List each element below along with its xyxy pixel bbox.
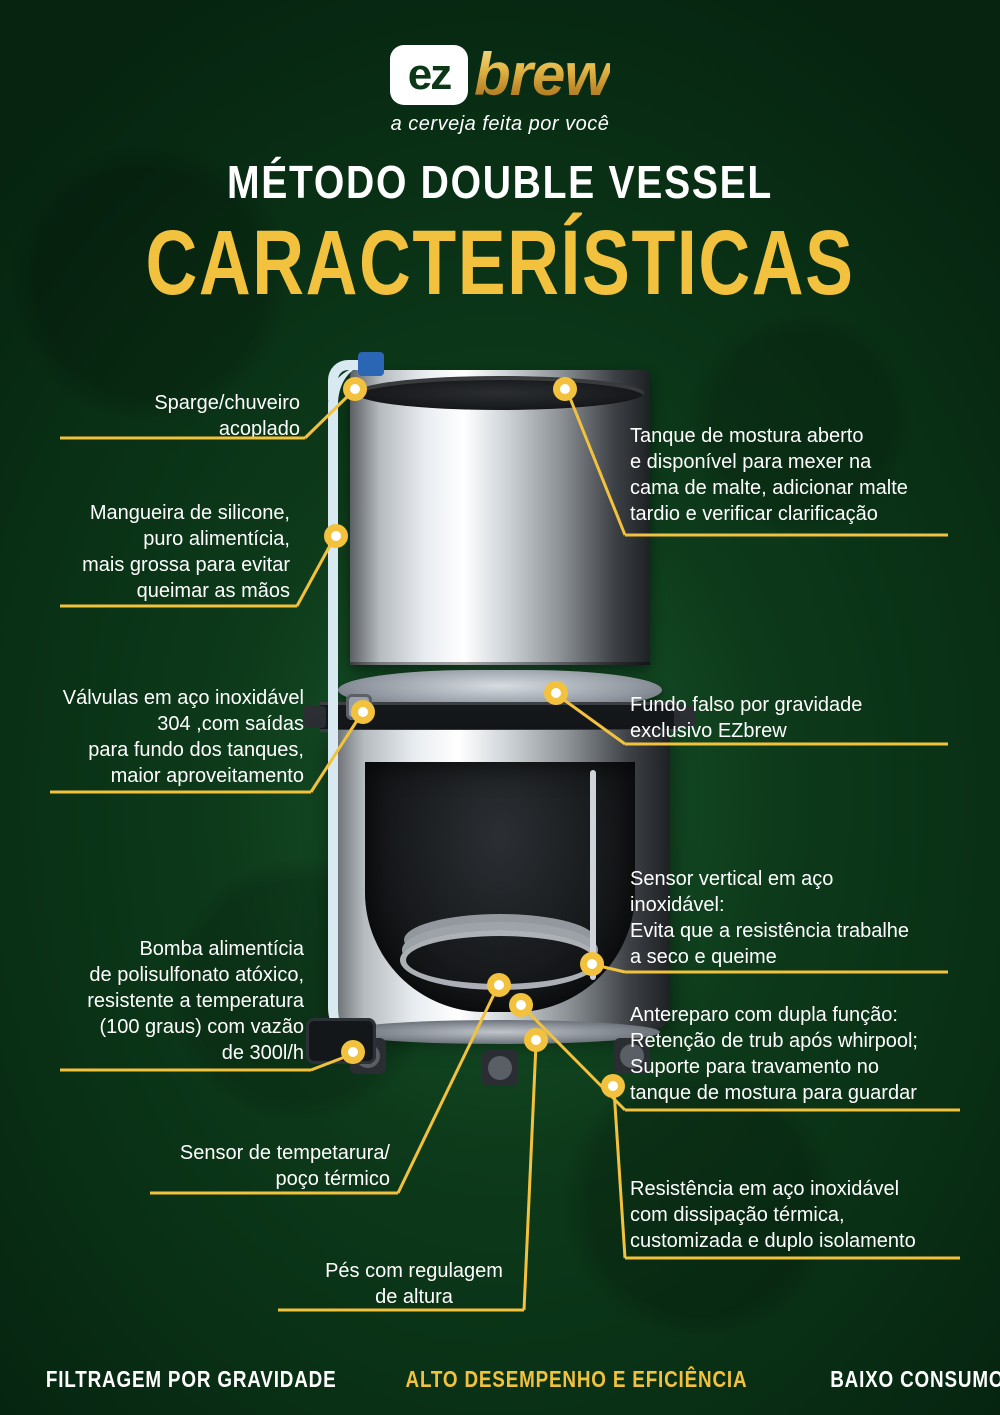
heating-coil (400, 930, 600, 990)
footer: FILTRAGEM POR GRAVIDADE ALTO DESEMPENHO … (0, 1366, 1000, 1393)
callout-resistance: Resistência em aço inoxidável com dissip… (630, 1176, 980, 1254)
callout-valves: Válvulas em aço inoxidável 304 ,com saíd… (44, 685, 304, 789)
callout-open-tank: Tanque de mostura aberto e disponível pa… (630, 423, 960, 527)
footer-item-0: FILTRAGEM POR GRAVIDADE (46, 1366, 337, 1393)
infographic-stage: ez brew a cerveja feita por você MÉTODO … (0, 0, 1000, 1415)
callout-hose: Mangueira de silicone, puro alimentícia,… (50, 500, 290, 604)
handle-left (304, 706, 326, 728)
callout-temp-sensor: Sensor de tempetarura/ poço térmico (130, 1140, 390, 1192)
title-block: MÉTODO DOUBLE VESSEL CARACTERÍSTICAS (0, 155, 1000, 316)
footer-item-2: BAIXO CONSUMO DE ENERGIA ELÉTRICA (831, 1366, 1000, 1393)
top-tank-opening (356, 376, 644, 410)
callout-anteparo: Antereparo com dupla função: Retenção de… (630, 1002, 980, 1106)
callout-feet: Pés com regulagem de altura (304, 1258, 524, 1310)
valve (346, 694, 372, 720)
footer-item-1: ALTO DESEMPENHO E EFICIÊNCIA (406, 1366, 748, 1393)
leader-resistance (614, 1090, 625, 1258)
pump-unit (306, 1018, 376, 1064)
title-line1: MÉTODO DOUBLE VESSEL (75, 155, 925, 209)
foot-2 (482, 1050, 518, 1086)
callout-pump: Bomba alimentícia de polisulfonato atóxi… (44, 936, 304, 1066)
logo-badge: ez (390, 45, 468, 105)
title-line2: CARACTERÍSTICAS (110, 211, 890, 316)
callout-vertical-sensor: Sensor vertical em aço inoxidável: Evita… (630, 866, 970, 970)
mid-collar (320, 702, 680, 732)
base-ring (340, 1020, 660, 1044)
logo-block: ez brew a cerveja feita por você (0, 40, 1000, 136)
callout-false-bottom: Fundo falso por gravidade exclusivo EZbr… (630, 692, 960, 744)
logo-word: brew (474, 40, 610, 109)
vertical-sensor-rod (590, 770, 596, 980)
logo-row: ez brew (390, 40, 610, 109)
callout-sparge: Sparge/chuveiro acoplado (80, 390, 300, 442)
logo-tagline: a cerveja feita por você (0, 113, 1000, 136)
hose-fitting (358, 352, 384, 376)
top-tank (350, 370, 650, 665)
